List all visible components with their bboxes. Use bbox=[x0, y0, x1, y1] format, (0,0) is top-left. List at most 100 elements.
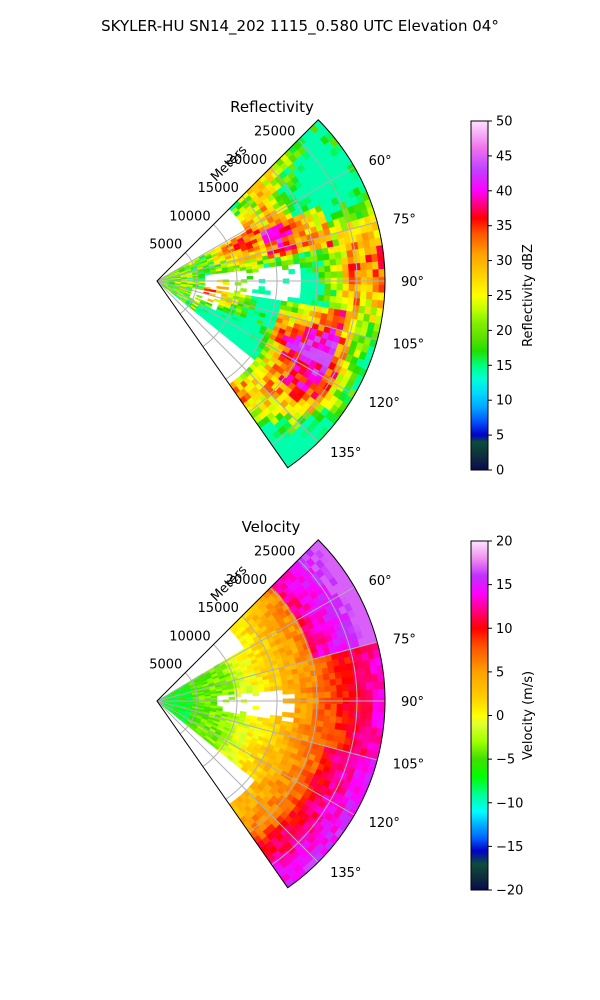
field-cell bbox=[195, 294, 203, 299]
field-cell bbox=[324, 691, 332, 699]
field-cell bbox=[330, 265, 338, 273]
field-cell bbox=[269, 686, 277, 692]
colorbar-tick-label: 10 bbox=[496, 394, 513, 409]
field-cell bbox=[305, 293, 313, 301]
field-cell bbox=[293, 683, 301, 690]
range-ring bbox=[225, 615, 278, 800]
azimuth-spoke bbox=[156, 586, 355, 702]
reflectivity-panel: Reflectivity 5000 10000 15000 20000 25000 60… bbox=[149, 98, 536, 479]
field-cell bbox=[305, 713, 313, 721]
field-cell bbox=[372, 269, 380, 278]
field-cell bbox=[334, 302, 342, 311]
field-cell bbox=[269, 261, 277, 268]
field-cell bbox=[359, 718, 367, 727]
field-cell bbox=[304, 256, 313, 263]
field-cell bbox=[294, 703, 302, 709]
field-cell bbox=[324, 685, 332, 693]
field-cell bbox=[287, 712, 295, 719]
field-cell bbox=[353, 718, 361, 727]
field-cell bbox=[312, 686, 320, 694]
field-cell bbox=[210, 697, 218, 701]
colorbar-gradient bbox=[470, 540, 489, 891]
azimuth-tick-label: 90° bbox=[401, 695, 424, 710]
field-cell bbox=[330, 703, 338, 711]
field-cell bbox=[353, 255, 361, 264]
range-tick-label: 10000 bbox=[169, 629, 210, 644]
range-ring bbox=[271, 139, 358, 446]
field-cell bbox=[365, 681, 373, 691]
field-cell bbox=[335, 716, 343, 724]
field-cell bbox=[352, 668, 360, 678]
reflectivity-frame bbox=[156, 119, 386, 469]
field-cell bbox=[365, 261, 373, 271]
field-cell bbox=[377, 292, 385, 302]
field-cell bbox=[330, 283, 338, 291]
field-cell bbox=[305, 681, 313, 689]
field-cell bbox=[336, 264, 343, 272]
colorbar-tick-label: 25 bbox=[496, 289, 513, 304]
field-cell bbox=[371, 719, 379, 729]
azimuth-tick-label: 60° bbox=[369, 154, 392, 169]
field-cell bbox=[300, 708, 308, 715]
field-cell bbox=[311, 294, 319, 301]
field-cell bbox=[366, 284, 374, 293]
field-cell bbox=[317, 680, 325, 688]
field-cell bbox=[322, 301, 330, 309]
field-cell bbox=[365, 254, 373, 263]
field-cell bbox=[371, 681, 379, 690]
reflectivity-azimuth-ticks: 60° 75° 90° 105° 120° 135° bbox=[330, 154, 424, 461]
field-cell bbox=[240, 288, 247, 293]
colorbar-tick-label: 0 bbox=[496, 709, 504, 724]
colorbar-tick-label: −10 bbox=[496, 796, 523, 811]
field-cell bbox=[293, 678, 301, 685]
figure-title: SKYLER-HU SN14_202 1115_0.580 UTC Elevat… bbox=[101, 17, 499, 36]
field-cell bbox=[336, 271, 344, 279]
field-cell bbox=[322, 673, 330, 681]
field-cell bbox=[317, 294, 325, 302]
azimuth-tick-label: 105° bbox=[393, 758, 424, 773]
field-cell bbox=[300, 703, 308, 710]
field-cell bbox=[213, 298, 221, 303]
field-cell bbox=[370, 307, 378, 316]
field-cell bbox=[336, 710, 343, 718]
field-cell bbox=[365, 719, 373, 728]
field-cell bbox=[342, 703, 350, 712]
field-cell bbox=[318, 283, 326, 291]
field-cell bbox=[209, 289, 217, 293]
range-ring bbox=[248, 587, 318, 833]
field-cell bbox=[328, 301, 336, 310]
field-cell bbox=[300, 288, 308, 295]
azimuth-spoke bbox=[156, 700, 319, 863]
field-cell bbox=[372, 689, 380, 698]
field-cell bbox=[311, 261, 319, 268]
field-cell bbox=[324, 283, 332, 291]
field-cell bbox=[234, 693, 242, 698]
field-cell bbox=[328, 252, 336, 261]
field-cell bbox=[371, 299, 379, 309]
reflectivity-field bbox=[156, 119, 386, 469]
colorbar-tick-label: −5 bbox=[496, 753, 515, 768]
field-cell bbox=[246, 275, 254, 280]
field-cell bbox=[324, 289, 332, 297]
range-ring bbox=[202, 644, 238, 767]
field-cell bbox=[299, 262, 307, 269]
range-tick-label: 10000 bbox=[169, 209, 210, 224]
field-cell bbox=[316, 674, 324, 682]
field-cell bbox=[370, 727, 378, 736]
field-cell bbox=[222, 286, 229, 291]
field-cell bbox=[348, 704, 356, 712]
range-tick-label: 5000 bbox=[149, 238, 182, 253]
field-cell bbox=[366, 269, 374, 278]
reflectivity-range-ticks: 5000 10000 15000 20000 25000 bbox=[149, 125, 295, 253]
field-cell bbox=[348, 710, 355, 719]
field-cell bbox=[300, 283, 308, 290]
field-cell bbox=[306, 283, 314, 290]
field-cell bbox=[352, 304, 360, 314]
azimuth-tick-label: 120° bbox=[369, 816, 400, 831]
field-cell bbox=[352, 248, 360, 258]
field-cell bbox=[299, 682, 307, 689]
field-cell bbox=[360, 704, 368, 713]
field-cell bbox=[318, 709, 326, 716]
sector-outline bbox=[156, 539, 386, 889]
